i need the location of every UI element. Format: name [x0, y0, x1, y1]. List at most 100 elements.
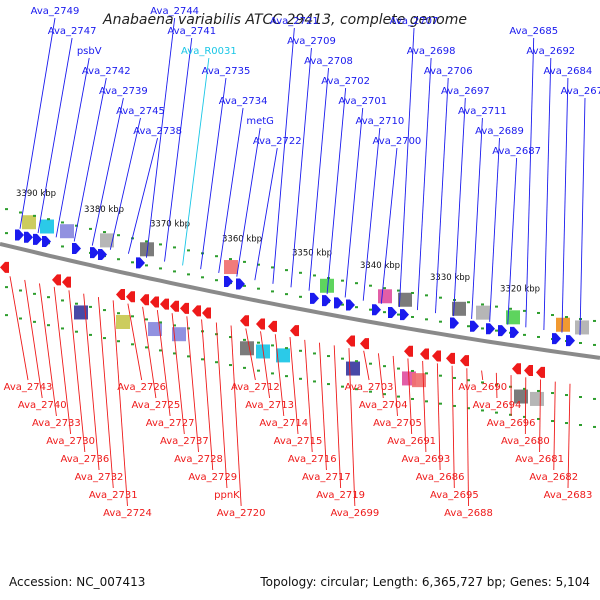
forward-gene-label: Ava_2711 — [458, 106, 507, 117]
forward-gene-label: Ava_2710 — [355, 116, 404, 127]
forward-leader-line — [362, 127, 381, 301]
reverse-leader-line — [567, 383, 571, 489]
forward-gene-label: Ava_2739 — [99, 86, 148, 97]
reverse-gene-arrow — [126, 291, 135, 303]
reverse-gene-arrow — [446, 352, 455, 364]
reverse-gene-label: Ava_2694 — [473, 400, 522, 411]
tick-dot — [369, 284, 372, 287]
tick-dot — [411, 315, 414, 318]
forward-gene-arrow — [498, 325, 507, 337]
tick-dot — [75, 224, 78, 227]
tick-dot — [33, 292, 36, 295]
forward-leader-line — [398, 27, 415, 308]
forward-leader-line — [146, 17, 176, 258]
reverse-gene-label: Ava_2681 — [515, 454, 564, 465]
feature-block — [398, 292, 412, 307]
tick-dot — [537, 417, 540, 420]
reverse-leader-line — [289, 337, 299, 435]
tick-dot — [467, 407, 470, 410]
reverse-gene-label: Ava_2712 — [231, 382, 280, 393]
forward-gene-arrow — [486, 323, 495, 335]
feature-block — [224, 260, 238, 275]
forward-gene-label: Ava_2698 — [407, 46, 456, 57]
reverse-gene-arrow — [192, 305, 201, 317]
reverse-leader-line — [127, 303, 143, 381]
forward-leader-line — [453, 97, 466, 317]
tick-dot — [425, 400, 428, 403]
forward-gene-label: Ava_2685 — [509, 26, 558, 37]
tick-dot — [495, 411, 498, 414]
tick-dot — [397, 395, 400, 398]
forward-gene-arrow — [72, 243, 81, 255]
reverse-leader-line — [68, 290, 86, 453]
forward-leader-line — [55, 57, 90, 238]
tick-dot — [47, 324, 50, 327]
reverse-leader-line — [422, 360, 427, 453]
reverse-leader-line — [333, 345, 342, 489]
tick-dot — [397, 367, 400, 370]
tick-dot — [19, 317, 22, 320]
tick-dot — [341, 357, 344, 360]
reverse-gene-arrow — [180, 302, 189, 314]
tick-dot — [271, 372, 274, 375]
tick-dot — [313, 380, 316, 383]
tick-dot — [341, 303, 344, 306]
reverse-gene-label: Ava_2730 — [46, 436, 95, 447]
tick-dot — [383, 393, 386, 396]
forward-gene-label: Ava_2689 — [475, 126, 524, 137]
tick-dot — [565, 394, 568, 397]
tick-dot — [579, 396, 582, 399]
forward-leader-line — [326, 87, 347, 295]
forward-gene-arrow — [98, 248, 107, 260]
tick-dot — [551, 420, 554, 423]
reverse-gene-arrow — [256, 318, 265, 330]
tick-dot — [89, 333, 92, 336]
tick-dot — [103, 309, 106, 312]
tick-dot — [537, 335, 540, 338]
forward-leader-line — [308, 67, 329, 291]
forward-gene-label: Ava_2741 — [167, 26, 216, 37]
reverse-leader-line — [539, 379, 541, 453]
forward-gene-arrow — [566, 335, 575, 347]
forward-gene-arrow — [372, 304, 381, 316]
reverse-gene-label: Ava_2731 — [89, 490, 138, 501]
tick-dot — [229, 258, 232, 261]
forward-gene-label: Ava_2702 — [321, 76, 370, 87]
reverse-leader-line — [348, 348, 356, 507]
reverse-gene-arrow — [460, 355, 469, 367]
forward-leader-line — [290, 47, 312, 288]
reverse-leader-line — [171, 313, 185, 435]
tick-dot — [593, 343, 596, 346]
tick-dot — [61, 327, 64, 330]
reverse-gene-arrow — [512, 363, 521, 375]
tick-dot — [355, 388, 358, 391]
reverse-leader-line — [9, 276, 29, 381]
tick-dot — [89, 305, 92, 308]
tick-dot — [299, 295, 302, 298]
reverse-leader-line — [39, 283, 57, 417]
reverse-leader-line — [53, 286, 72, 435]
tick-dot — [173, 324, 176, 327]
reverse-gene-arrow — [240, 315, 249, 327]
forward-leader-line — [489, 137, 500, 322]
tick-dot — [257, 287, 260, 290]
forward-gene-label: Ava_2697 — [441, 86, 490, 97]
forward-leader-line — [109, 117, 141, 250]
reverse-gene-label: Ava_2691 — [387, 436, 436, 447]
reverse-gene-label: Ava_2727 — [146, 418, 195, 429]
reverse-gene-label: Ava_2703 — [345, 382, 394, 393]
forward-gene-label: Ava_2745 — [116, 106, 165, 117]
tick-dot — [509, 413, 512, 416]
tick-dot — [243, 338, 246, 341]
tick-dot — [537, 389, 540, 392]
tick-dot — [145, 318, 148, 321]
tick-dot — [481, 327, 484, 330]
tick-dot — [61, 245, 64, 248]
tick-dot — [75, 330, 78, 333]
reverse-gene-label: Ava_2695 — [430, 490, 479, 501]
tick-dot — [187, 327, 190, 330]
tick-dot — [117, 234, 120, 237]
reverse-gene-arrow — [524, 365, 533, 377]
tick-dot — [439, 402, 442, 405]
reverse-gene-arrow — [404, 345, 413, 357]
